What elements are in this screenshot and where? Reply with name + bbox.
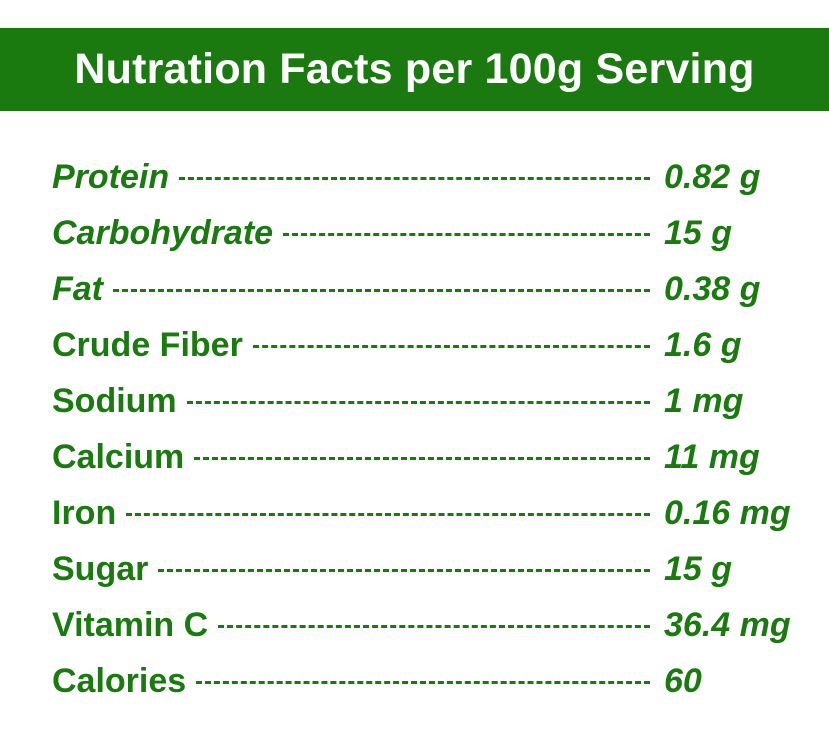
nutrition-facts-list: Protein 0.82 g Carbohydrate 15 g Fat 0.3… bbox=[52, 148, 812, 708]
nutrient-row-carbohydrate: Carbohydrate 15 g bbox=[52, 204, 812, 260]
nutrient-value: 15 g bbox=[664, 214, 733, 252]
nutrient-row-calories: Calories 60 bbox=[52, 652, 812, 708]
nutrient-label: Protein bbox=[52, 158, 170, 196]
nutrient-row-iron: Iron 0.16 mg bbox=[52, 484, 812, 540]
nutrient-label: Sodium bbox=[52, 382, 177, 420]
dotted-leader bbox=[113, 289, 650, 292]
nutrient-row-calcium: Calcium 11 mg bbox=[52, 428, 812, 484]
nutrient-label: Calcium bbox=[52, 438, 185, 476]
title-banner: Nutration Facts per 100g Serving bbox=[0, 28, 829, 111]
dotted-leader bbox=[283, 233, 650, 236]
nutrient-row-fat: Fat 0.38 g bbox=[52, 260, 812, 316]
nutrient-label: Fat bbox=[52, 270, 103, 308]
nutrient-label: Iron bbox=[52, 494, 117, 532]
dotted-leader bbox=[179, 177, 650, 180]
dotted-leader bbox=[126, 513, 650, 516]
nutrient-row-vitamin-c: Vitamin C 36.4 mg bbox=[52, 596, 812, 652]
nutrient-value: 0.82 g bbox=[664, 158, 761, 196]
nutrient-value: 0.38 g bbox=[664, 270, 761, 308]
nutrient-value: 60 bbox=[664, 662, 702, 700]
nutrient-row-protein: Protein 0.82 g bbox=[52, 148, 812, 204]
nutrient-row-crude-fiber: Crude Fiber 1.6 g bbox=[52, 316, 812, 372]
page-title: Nutration Facts per 100g Serving bbox=[74, 45, 755, 93]
nutrient-row-sodium: Sodium 1 mg bbox=[52, 372, 812, 428]
nutrient-row-sugar: Sugar 15 g bbox=[52, 540, 812, 596]
nutrient-label: Calories bbox=[52, 662, 187, 700]
nutrient-value: 0.16 mg bbox=[664, 494, 791, 532]
dotted-leader bbox=[253, 345, 650, 348]
nutrient-label: Sugar bbox=[52, 550, 149, 588]
nutrient-label: Crude Fiber bbox=[52, 326, 243, 364]
nutrient-value: 1.6 g bbox=[664, 326, 742, 364]
dotted-leader bbox=[194, 457, 650, 460]
dotted-leader bbox=[158, 569, 650, 572]
dotted-leader bbox=[187, 401, 650, 404]
nutrient-value: 1 mg bbox=[664, 382, 744, 420]
dotted-leader bbox=[218, 625, 650, 628]
nutrient-value: 36.4 mg bbox=[664, 606, 791, 644]
nutrient-value: 11 mg bbox=[664, 438, 760, 476]
nutrient-value: 15 g bbox=[664, 550, 733, 588]
nutrient-label: Vitamin C bbox=[52, 606, 209, 644]
dotted-leader bbox=[196, 681, 650, 684]
nutrient-label: Carbohydrate bbox=[52, 214, 274, 252]
